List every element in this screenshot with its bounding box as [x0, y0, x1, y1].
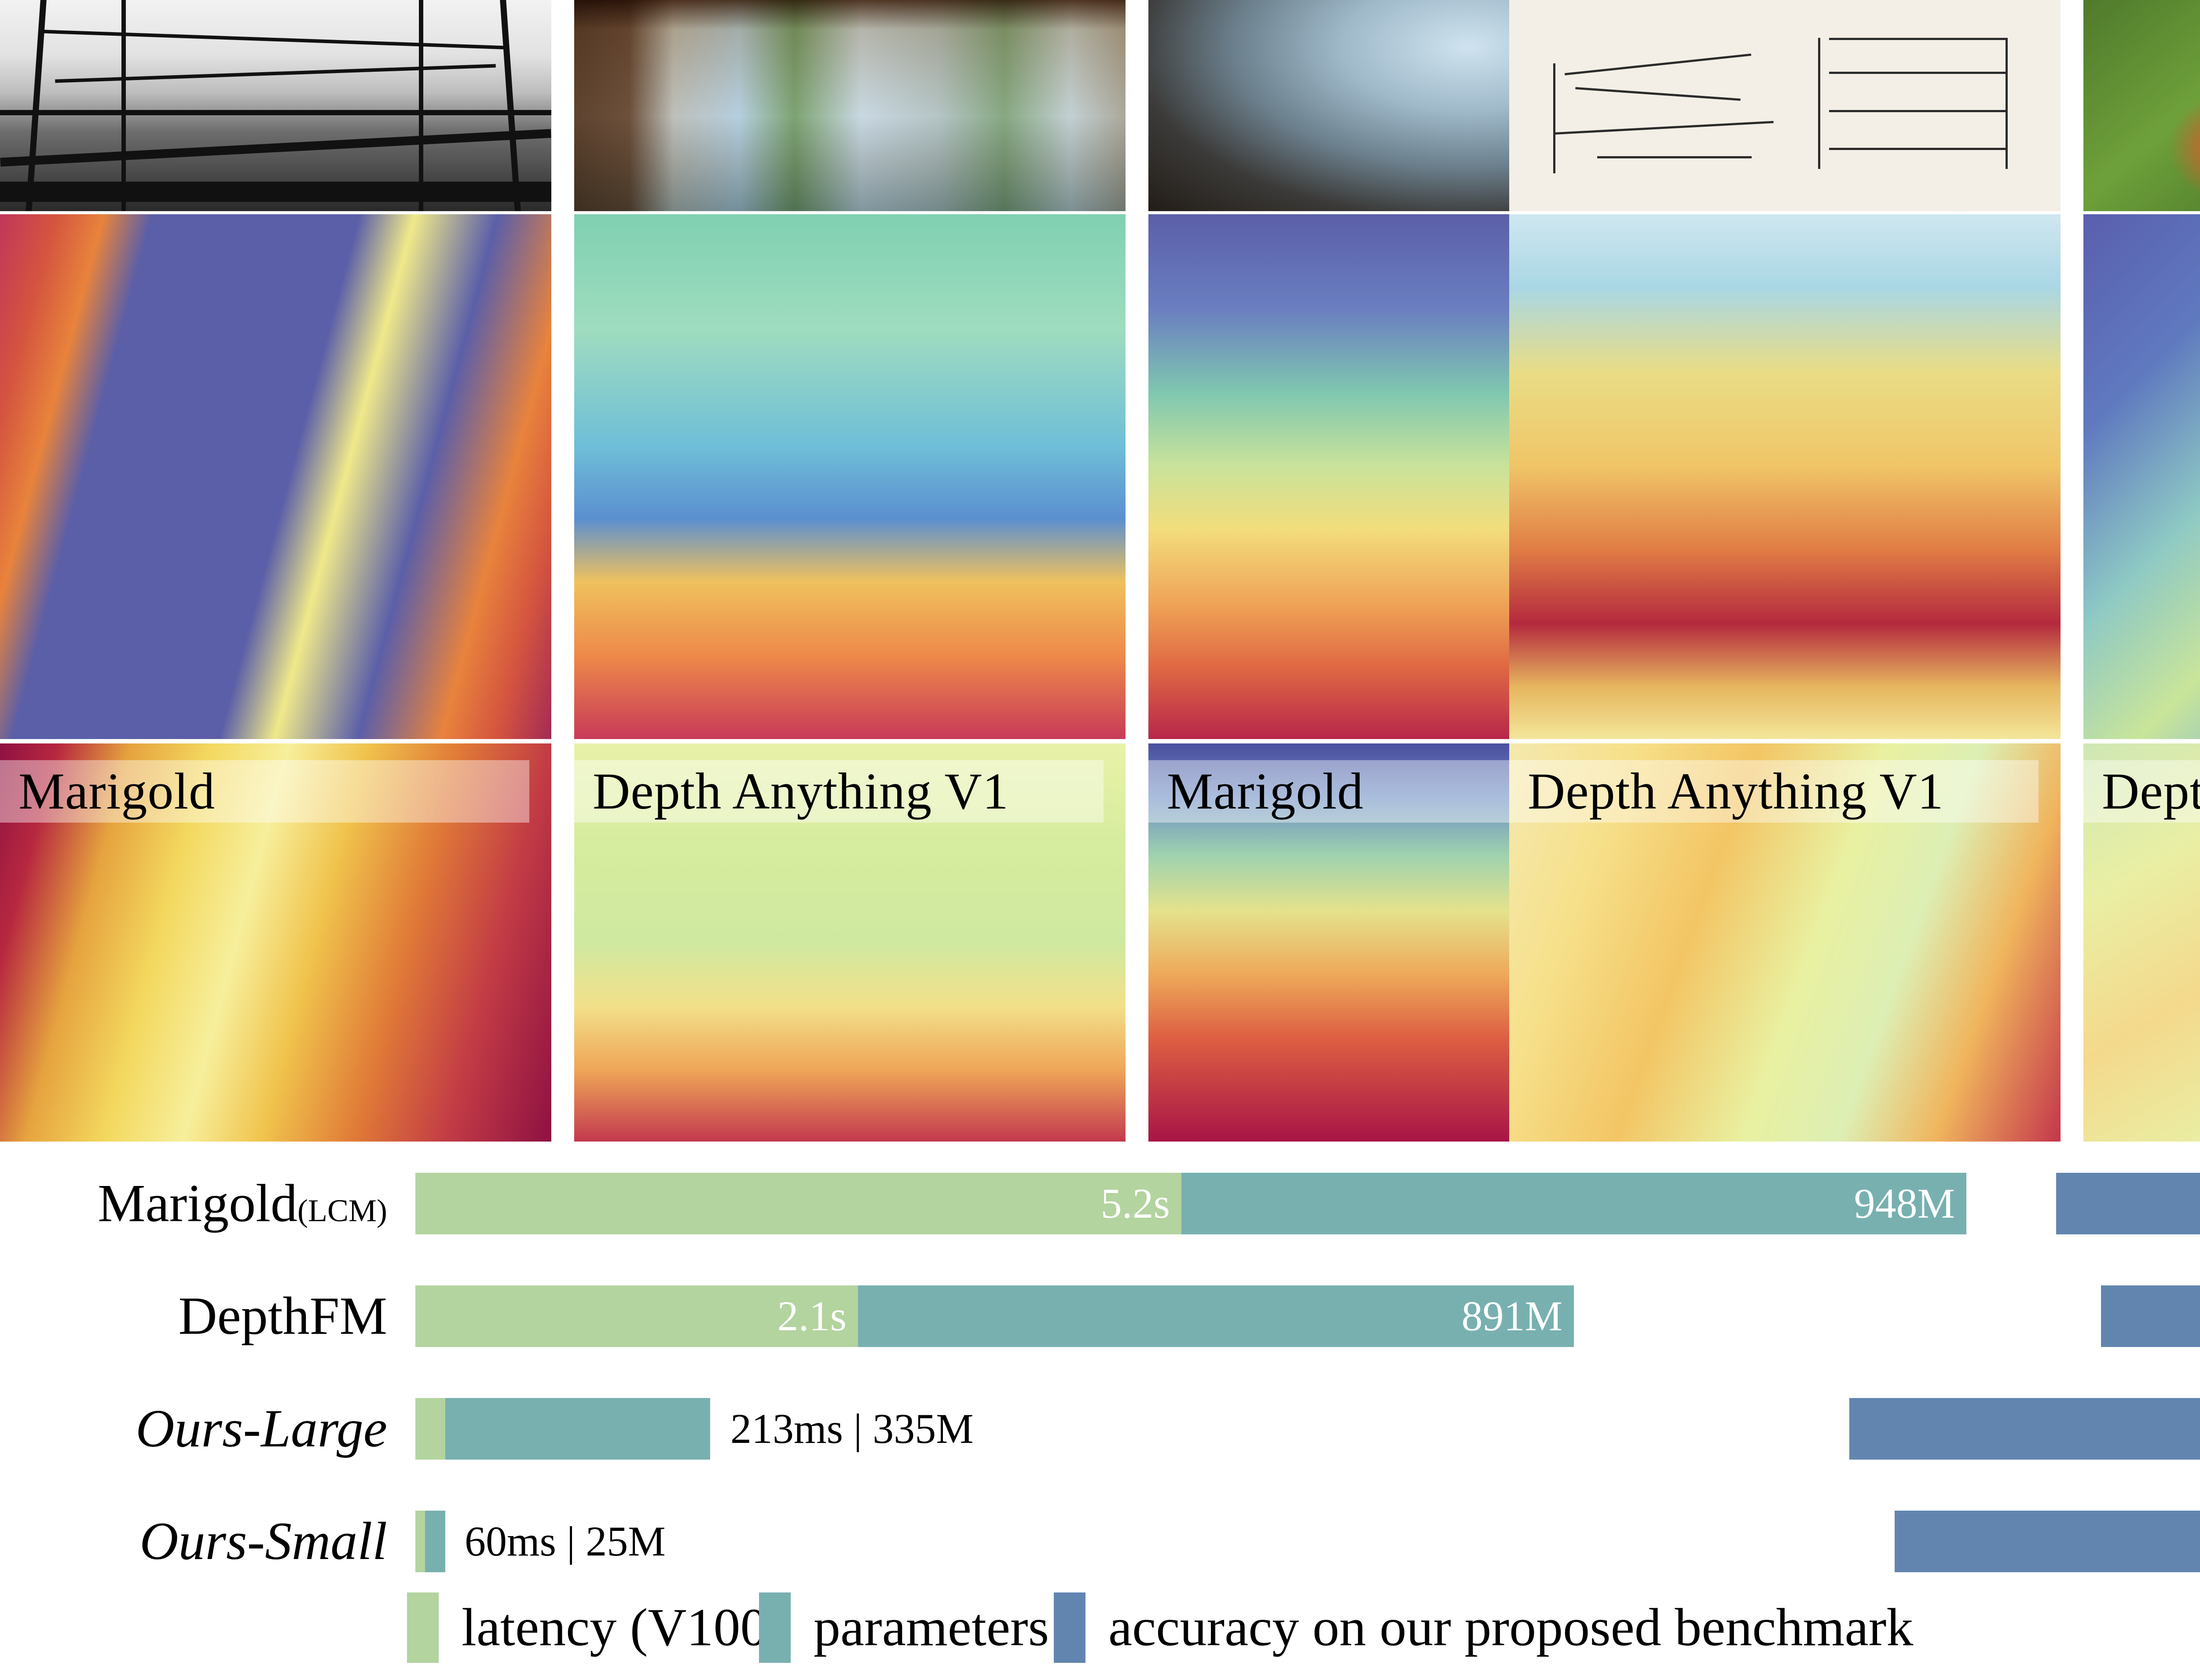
bar-outside-value-4: 60ms | 25M — [465, 1518, 666, 1565]
bar-accuracy-2: 85.8% — [2101, 1285, 2200, 1347]
bar-parameters-1: 948M — [1181, 1173, 1966, 1234]
row-label-main-3: Ours-Large — [136, 1399, 387, 1458]
depth-map-butterfly-row2 — [2083, 214, 2200, 739]
bar-parameters-3 — [445, 1398, 710, 1460]
bar-latency-4 — [415, 1511, 425, 1572]
gallery-column-5: Depth Anything V1 — [2083, 0, 2200, 1144]
gallery-column-4: Depth Anything V1 — [1509, 0, 2061, 1144]
image-gallery-grid: Marigold Depth Anything V1 Marigol — [0, 0, 2200, 1144]
row-label-main-1: Marigold — [97, 1174, 298, 1233]
legend-item-accuracy: accuracy on our proposed benchmark — [1054, 1592, 1913, 1663]
depth-method-overlay-1: Marigold — [0, 760, 529, 823]
legend-label-latency: latency (V100) — [462, 1598, 785, 1657]
bar-latency-value-1: 5.2s — [1100, 1180, 1170, 1227]
input-image-bridge — [0, 0, 551, 211]
depth-method-label-4: Depth Anything V1 — [1528, 762, 1944, 820]
bar-parameters-2: 891M — [858, 1285, 1574, 1347]
depth-method-label-5: Depth Anything V1 — [2102, 762, 2200, 820]
legend-label-parameters: parameters — [814, 1598, 1049, 1657]
depth-map-room-row3: Depth Anything V1 — [574, 743, 1126, 1142]
bar-parameters-value-2: 891M — [1461, 1292, 1562, 1340]
bar-accuracy-4: 95.3% — [1895, 1511, 2200, 1572]
input-image-butterfly — [2083, 0, 2200, 211]
depth-method-label-3: Marigold — [1167, 762, 1364, 820]
row-label-main-4: Ours-Small — [139, 1512, 387, 1571]
gallery-column-1: Marigold — [0, 0, 551, 1144]
bar-latency-2: 2.1s — [415, 1285, 858, 1347]
chart-row-depthfm: DepthFM 2.1s 891M 85.8% — [0, 1285, 2200, 1347]
bar-accuracy-1: 86.8% — [2056, 1173, 2200, 1234]
depth-map-room-row2 — [574, 214, 1126, 739]
bar-latency-3 — [415, 1398, 445, 1460]
row-label-depthfm: DepthFM — [0, 1285, 387, 1354]
depth-map-bridge-row2 — [0, 214, 551, 739]
depth-map-sketch-row2 — [1509, 214, 2061, 739]
bar-accuracy-3: 97.1% — [1849, 1398, 2200, 1460]
legend-swatch-accuracy — [1054, 1592, 1085, 1663]
legend-swatch-parameters — [759, 1592, 791, 1663]
bar-latency-value-2: 2.1s — [777, 1292, 847, 1340]
chart-legend: latency (V100) parameters accuracy on ou… — [0, 1592, 2200, 1672]
depth-method-overlay-2: Depth Anything V1 — [574, 760, 1104, 823]
chart-row-ours-large: Ours-Large 213ms | 335M 97.1% — [0, 1398, 2200, 1460]
legend-label-accuracy: accuracy on our proposed benchmark — [1108, 1598, 1914, 1657]
bar-outside-value-3: 213ms | 335M — [730, 1405, 974, 1452]
legend-swatch-latency — [407, 1592, 439, 1663]
depth-method-overlay-4: Depth Anything V1 — [1509, 760, 2039, 823]
chart-row-ours-small: Ours-Small 60ms | 25M 95.3% — [0, 1511, 2200, 1572]
input-image-sketch — [1509, 0, 2061, 211]
depth-method-label-2: Depth Anything V1 — [593, 762, 1009, 820]
row-label-marigold-lcm: Marigold(LCM) — [0, 1173, 387, 1241]
depth-map-sketch-row3: Depth Anything V1 — [1509, 743, 2061, 1142]
bar-latency-1: 5.2s — [415, 1173, 1181, 1234]
comparison-bar-chart: Marigold(LCM) 5.2s 948M 86.8% DepthFM 2.… — [0, 1144, 2200, 1680]
depth-method-label-1: Marigold — [18, 762, 216, 820]
chart-row-marigold-lcm: Marigold(LCM) 5.2s 948M 86.8% — [0, 1173, 2200, 1234]
depth-map-butterfly-row3: Depth Anything V1 — [2083, 743, 2200, 1142]
bar-parameters-value-1: 948M — [1854, 1180, 1955, 1227]
legend-item-latency: latency (V100) — [407, 1592, 785, 1663]
bar-parameters-4 — [425, 1511, 445, 1572]
depth-method-overlay-5: Depth Anything V1 — [2083, 760, 2200, 823]
input-image-room — [574, 0, 1126, 211]
gallery-column-2: Depth Anything V1 — [574, 0, 1126, 1144]
depth-map-bridge-row3: Marigold — [0, 743, 551, 1142]
row-label-sub-1: (LCM) — [297, 1193, 387, 1228]
legend-item-parameters: parameters — [759, 1592, 1049, 1663]
row-label-ours-small: Ours-Small — [0, 1511, 387, 1572]
row-label-ours-large: Ours-Large — [0, 1398, 387, 1460]
row-label-main-2: DepthFM — [178, 1286, 387, 1346]
